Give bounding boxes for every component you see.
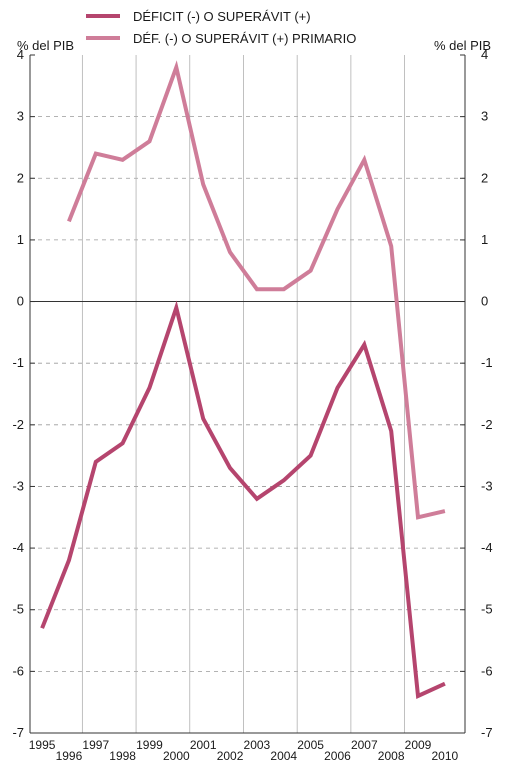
left-axis-label: % del PIB: [17, 38, 74, 53]
right-axis-label: % del PIB: [434, 38, 491, 53]
x-tick-label: 2001: [190, 738, 217, 752]
x-tick-label: 2007: [351, 738, 378, 752]
y-tick-label-right: 1: [481, 232, 488, 247]
x-tick-label: 1996: [56, 749, 83, 762]
y-tick-label-left: 2: [17, 170, 24, 185]
gridlines: [30, 55, 465, 733]
y-tick-label-right: -3: [481, 478, 493, 493]
x-tick-label: 2002: [217, 749, 244, 762]
x-tick-label: 1997: [82, 738, 109, 752]
y-tick-label-left: 1: [17, 232, 24, 247]
y-tick-label-right: 2: [481, 170, 488, 185]
x-tick-label: 2004: [270, 749, 297, 762]
y-tick-label-left: -1: [12, 355, 24, 370]
y-tick-label-left: -7: [12, 725, 24, 740]
series-line-primario: [67, 60, 446, 520]
y-tick-label-left: -6: [12, 663, 24, 678]
x-tick-label: 2006: [324, 749, 351, 762]
y-tick-label-right: 0: [481, 294, 488, 309]
y-tick-label-right: 4: [481, 47, 488, 62]
y-tick-label-right: 3: [481, 109, 488, 124]
y-tick-label-left: 4: [17, 47, 24, 62]
x-tick-label: 2010: [432, 749, 459, 762]
tick-labels: 4 4 3 3 2 2 1 1 0 0 -1 -1 -2 -2 -3 -3 -4 -4 -5 -5 -6 -6 -7 -7 19…: [12, 47, 493, 763]
y-tick-label-right: -2: [481, 417, 493, 432]
x-tick-label: 1999: [136, 738, 163, 752]
y-tick-label-right: -7: [481, 725, 493, 740]
legend-label-primario: DÉF. (-) O SUPERÁVIT (+) PRIMARIO: [133, 31, 356, 46]
x-tick-label: 2008: [378, 749, 405, 762]
y-tick-label-left: 0: [17, 294, 24, 309]
x-tick-label: 2005: [297, 738, 324, 752]
x-tick-label: 2009: [405, 738, 432, 752]
y-tick-label-right: -4: [481, 540, 493, 555]
y-tick-label-left: -5: [12, 602, 24, 617]
x-tick-label: 2003: [244, 738, 271, 752]
x-tick-label: 1995: [29, 738, 56, 752]
y-tick-label-right: -5: [481, 602, 493, 617]
axes: [29, 54, 466, 734]
series-lines: [40, 60, 446, 699]
y-tick-label-left: -2: [12, 417, 24, 432]
y-tick-label-left: -4: [12, 540, 24, 555]
y-tick-label-left: 3: [17, 109, 24, 124]
x-tick-label: 1998: [109, 749, 136, 762]
legend: DÉFICIT (-) O SUPERÁVIT (+) DÉF. (-) O S…: [86, 9, 356, 46]
legend-label-deficit: DÉFICIT (-) O SUPERÁVIT (+): [133, 9, 311, 24]
series-line-deficit: [40, 300, 446, 699]
y-tick-label-right: -1: [481, 355, 493, 370]
y-tick-label-right: -6: [481, 663, 493, 678]
x-tick-label: 2000: [163, 749, 190, 762]
y-tick-label-left: -3: [12, 478, 24, 493]
